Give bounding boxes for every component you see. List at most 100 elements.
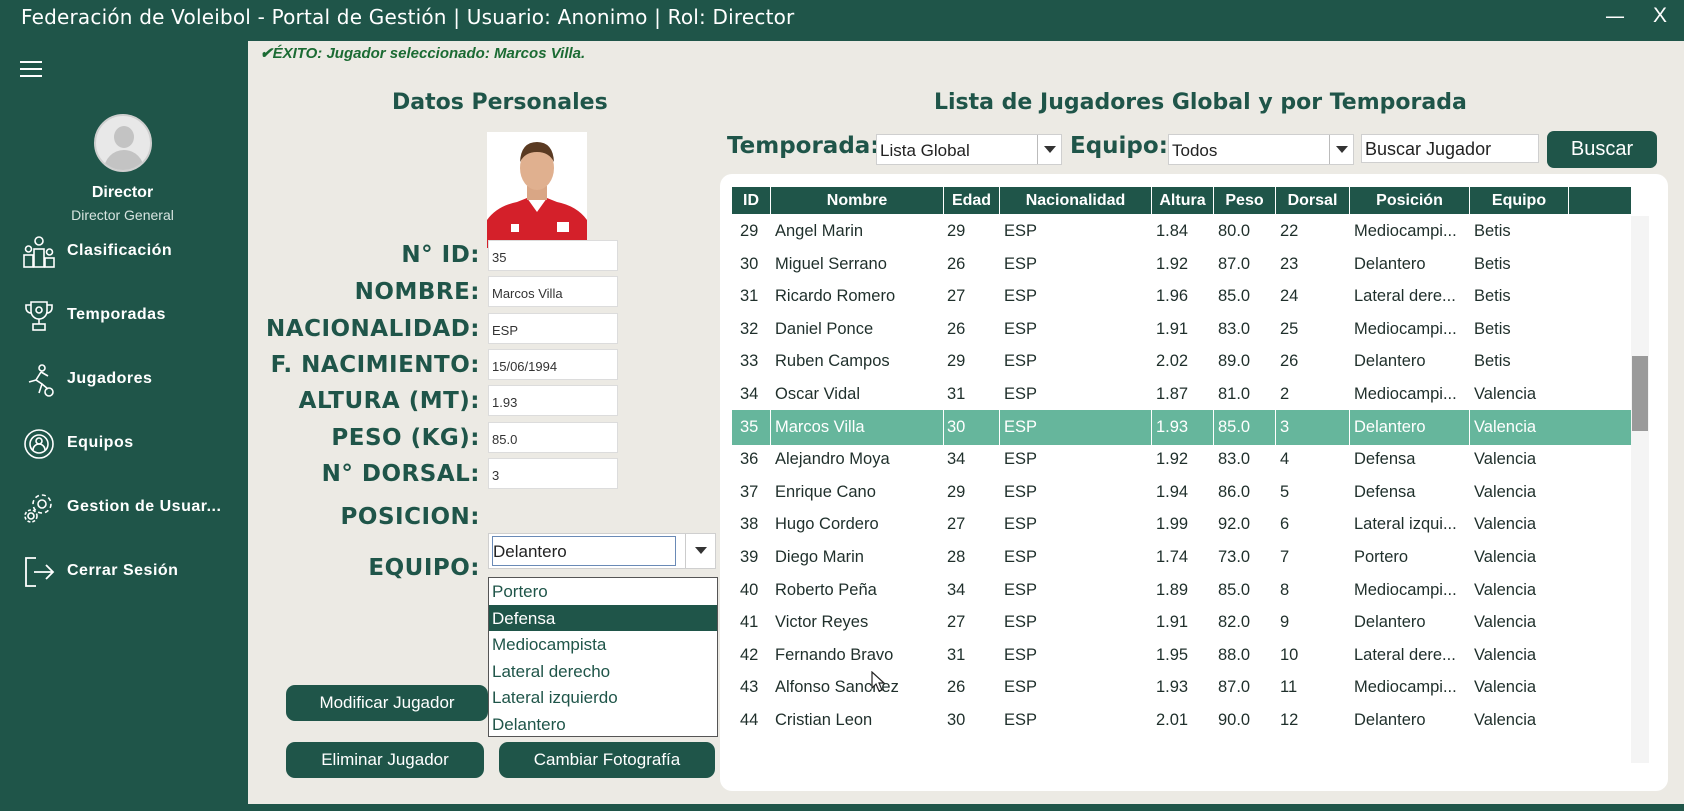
scrollbar-thumb[interactable] <box>1632 356 1648 431</box>
table-scrollbar[interactable] <box>1631 216 1649 763</box>
window-title: Federación de Voleibol - Portal de Gesti… <box>21 5 795 29</box>
cell-posicion: Mediocampi... <box>1354 580 1457 599</box>
column-header-posicion[interactable]: Posición <box>1350 187 1470 214</box>
main-panel: ✔ÉXITO: Jugador seleccionado: Marcos Vil… <box>248 41 1684 811</box>
cell-id: 31 <box>740 287 759 306</box>
status-message: ✔ÉXITO: Jugador seleccionado: Marcos Vil… <box>260 45 586 62</box>
table-row[interactable]: 29 Angel Marin 29 ESP 1.84 80.0 22 Mediocampi..… <box>732 214 1631 249</box>
table-row[interactable]: 34 Oscar Vidal 31 ESP 1.87 81.0 2 Mediocampi...… <box>732 377 1631 412</box>
table-row-selected[interactable]: 35 Marcos Villa 30 ESP 1.93 85.0 3 Delantero Val… <box>732 409 1631 445</box>
cell-altura: 1.74 <box>1156 548 1189 566</box>
cell-id: 36 <box>740 450 759 469</box>
team-filter-select[interactable]: Todos <box>1168 134 1354 165</box>
chevron-down-icon[interactable] <box>1329 135 1353 164</box>
cell-posicion: Defensa <box>1354 482 1416 501</box>
players-table: ID Nombre Edad Nacionalidad Altura Peso Dorsal… <box>720 174 1668 791</box>
sidebar-item-label: Temporadas <box>67 306 166 323</box>
trophy-icon <box>25 301 53 331</box>
column-header-altura[interactable]: Altura <box>1152 187 1214 214</box>
sidebar-item-equipos[interactable]: Equipos <box>0 419 248 469</box>
table-row[interactable]: 36 Alejandro Moya 34 ESP 1.92 83.0 4 Defensa Val… <box>732 442 1631 477</box>
sidebar-item-temporadas[interactable]: Temporadas <box>0 291 248 341</box>
change-photo-button[interactable]: Cambiar Fotografía <box>499 742 715 778</box>
delete-player-button[interactable]: Eliminar Jugador <box>286 742 484 778</box>
season-select[interactable]: Lista Global <box>876 134 1062 165</box>
table-row[interactable]: 44 Cristian Leon 30 ESP 2.01 90.0 12 Delantero V… <box>732 703 1631 738</box>
table-row[interactable]: 43 Alfonso Sanchez 26 ESP 1.93 87.0 11 Mediocam… <box>732 670 1631 705</box>
table-row[interactable]: 30 Miguel Serrano 26 ESP 1.92 87.0 23 Delantero… <box>732 247 1631 282</box>
cell-nombre: Alejandro Moya <box>775 450 890 469</box>
weight-label: PESO (KG): <box>331 425 480 451</box>
position-select[interactable]: Delantero <box>488 533 716 569</box>
dorsal-field[interactable]: 3 <box>488 458 618 489</box>
table-row[interactable]: 41 Victor Reyes 27 ESP 1.91 82.0 9 Delantero Val… <box>732 605 1631 640</box>
birthdate-field[interactable]: 15/06/1994 <box>488 349 618 380</box>
cell-nombre: Fernando Bravo <box>775 645 894 664</box>
cell-dorsal: 12 <box>1280 711 1299 729</box>
search-input[interactable]: Buscar Jugador <box>1361 134 1539 163</box>
minimize-button[interactable]: — <box>1605 4 1625 28</box>
cell-nacionalidad: ESP <box>1004 450 1038 469</box>
menu-icon[interactable] <box>20 61 42 79</box>
position-option-highlighted[interactable]: Defensa <box>489 604 717 631</box>
chevron-down-icon[interactable] <box>685 534 715 568</box>
sidebar-item-cerrar-sesion[interactable]: Cerrar Sesión <box>0 547 248 597</box>
weight-field[interactable]: 85.0 <box>488 422 618 453</box>
cell-equipo: Valencia <box>1474 645 1537 664</box>
cell-altura: 2.01 <box>1156 711 1189 729</box>
user-role: Director General <box>71 207 174 223</box>
position-option[interactable]: Mediocampista <box>492 635 607 654</box>
sidebar: Director Director General Clasificación … <box>0 41 248 811</box>
table-row[interactable]: 39 Diego Marin 28 ESP 1.74 73.0 7 Portero Valenc… <box>732 540 1631 575</box>
search-button[interactable]: Buscar <box>1547 131 1657 168</box>
sidebar-item-usuarios[interactable]: Gestion de Usuar... <box>0 483 248 533</box>
cell-id: 34 <box>740 385 759 403</box>
position-label: POSICION: <box>340 504 480 530</box>
cell-nacionalidad: ESP <box>1004 352 1038 371</box>
sidebar-item-jugadores[interactable]: Jugadores <box>0 355 248 405</box>
cell-equipo: Valencia <box>1474 711 1537 729</box>
cell-nacionalidad: ESP <box>1004 548 1038 566</box>
cell-posicion: Delantero <box>1354 417 1426 436</box>
team-label: EQUIPO: <box>368 555 480 581</box>
id-field[interactable]: 35 <box>488 240 618 271</box>
cell-nacionalidad: ESP <box>1004 222 1038 240</box>
chevron-down-icon[interactable] <box>1037 135 1061 164</box>
name-field[interactable]: Marcos Villa <box>488 276 618 307</box>
cell-equipo: Valencia <box>1474 450 1537 469</box>
name-label: NOMBRE: <box>354 279 480 305</box>
cell-nacionalidad: ESP <box>1004 417 1038 436</box>
table-row[interactable]: 38 Hugo Cordero 27 ESP 1.99 92.0 6 Lateral izqu… <box>732 507 1631 542</box>
table-row[interactable]: 40 Roberto Peña 34 ESP 1.89 85.0 8 Mediocampi..… <box>732 573 1631 608</box>
cell-dorsal: 22 <box>1280 222 1299 240</box>
table-row[interactable]: 42 Fernando Bravo 31 ESP 1.95 88.0 10 Lateral d… <box>732 638 1631 673</box>
column-header-nacionalidad[interactable]: Nacionalidad <box>1000 187 1152 214</box>
cell-peso: 85.0 <box>1218 417 1251 436</box>
column-header-id[interactable]: ID <box>732 187 771 214</box>
position-option[interactable]: Lateral izquierdo <box>492 688 618 707</box>
sidebar-item-clasificacion[interactable]: Clasificación <box>0 227 248 277</box>
table-row[interactable]: 37 Enrique Cano 29 ESP 1.94 86.0 5 Defensa Valen… <box>732 475 1631 510</box>
height-field[interactable]: 1.93 <box>488 385 618 416</box>
column-header-edad[interactable]: Edad <box>944 187 1000 214</box>
table-row[interactable]: 33 Ruben Campos 29 ESP 2.02 89.0 26 Delantero Be… <box>732 344 1631 379</box>
position-option[interactable]: Lateral derecho <box>492 661 611 681</box>
table-row[interactable]: 32 Daniel Ponce 26 ESP 1.91 83.0 25 Mediocampi.… <box>732 312 1631 347</box>
team-filter-label: Equipo: <box>1070 133 1168 159</box>
position-option[interactable]: Portero <box>492 582 548 601</box>
cell-peso: 92.0 <box>1218 515 1251 534</box>
column-header-dorsal[interactable]: Dorsal <box>1276 187 1350 214</box>
close-button[interactable]: X <box>1652 4 1667 27</box>
position-option[interactable]: Delantero <box>492 714 566 734</box>
cell-edad: 34 <box>947 580 966 599</box>
nationality-field[interactable]: ESP <box>488 313 618 344</box>
cell-peso: 85.0 <box>1218 580 1251 599</box>
column-header-equipo[interactable]: Equipo <box>1470 187 1569 214</box>
cell-posicion: Delantero <box>1354 613 1426 632</box>
column-header-nombre[interactable]: Nombre <box>771 187 944 214</box>
cell-peso: 90.0 <box>1218 711 1251 729</box>
table-row[interactable]: 31 Ricardo Romero 27 ESP 1.96 85.0 24 Lateral d… <box>732 279 1631 314</box>
column-header-peso[interactable]: Peso <box>1214 187 1276 214</box>
modify-player-button[interactable]: Modificar Jugador <box>286 685 488 721</box>
cell-id: 32 <box>740 319 759 338</box>
